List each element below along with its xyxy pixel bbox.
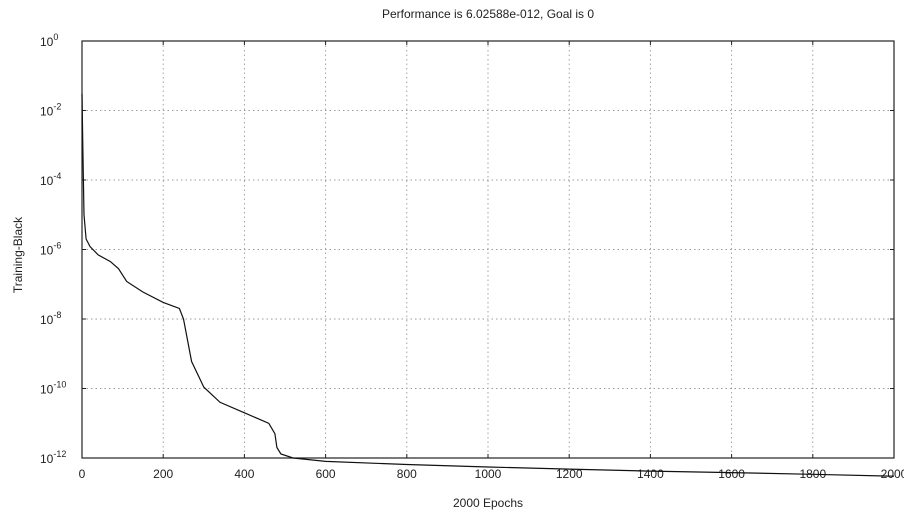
x-tick-label: 0 <box>79 467 86 481</box>
x-tick-label: 1000 <box>475 467 502 481</box>
training-curve-line <box>81 93 895 477</box>
chart-title: Performance is 6.02588e-012, Goal is 0 <box>382 7 594 21</box>
y-tick-label: 10-4 <box>40 171 61 188</box>
x-tick-label: 600 <box>316 467 336 481</box>
y-tick-label: 10-10 <box>40 380 66 397</box>
y-tick-label: 10-6 <box>40 241 61 258</box>
x-tick-label: 2000 <box>881 467 904 481</box>
x-tick-label: 1200 <box>556 467 583 481</box>
x-tick-label: 200 <box>153 467 173 481</box>
x-tick-label: 800 <box>397 467 417 481</box>
y-tick-label: 10-8 <box>40 310 61 327</box>
x-tick-label: 1600 <box>718 467 745 481</box>
y-tick-label: 10-12 <box>40 449 66 466</box>
series-layer <box>81 93 895 477</box>
y-tick-label: 10-2 <box>40 102 61 119</box>
axis-ticks: 0200400600800100012001400160018002000100… <box>40 32 904 481</box>
y-axis-label: Training-Black <box>11 216 25 293</box>
x-tick-label: 400 <box>234 467 254 481</box>
y-tick-label: 100 <box>40 32 58 49</box>
x-tick-label: 1400 <box>637 467 664 481</box>
grid-lines <box>82 41 894 458</box>
x-axis-label: 2000 Epochs <box>453 496 523 510</box>
